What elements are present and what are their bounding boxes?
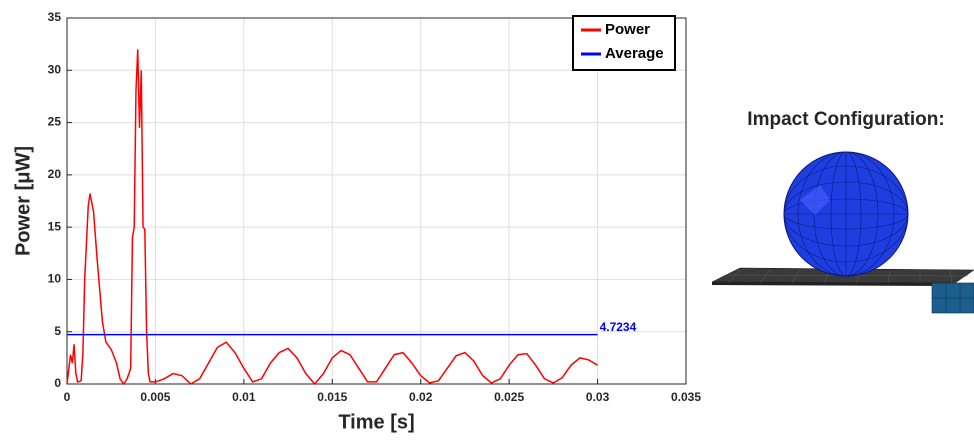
y-tick-label: 5 (54, 324, 61, 338)
y-axis-label: Power [μW] (12, 146, 34, 256)
x-tick-label: 0.015 (317, 390, 347, 404)
legend-label: Average (605, 45, 664, 62)
y-tick-label: 35 (48, 10, 62, 24)
y-tick-label: 30 (48, 62, 62, 76)
y-tick-label: 0 (54, 376, 61, 390)
plot-area (67, 18, 686, 384)
y-tick-label: 15 (48, 219, 62, 233)
y-tick-label: 20 (48, 167, 62, 181)
x-tick-label: 0.02 (409, 390, 433, 404)
y-tick-label: 10 (48, 272, 62, 286)
x-tick-label: 0.035 (671, 390, 701, 404)
x-tick-label: 0 (64, 390, 71, 404)
x-tick-label: 0.025 (494, 390, 524, 404)
y-tick-label: 25 (48, 115, 62, 129)
x-tick-label: 0.03 (586, 390, 610, 404)
legend-box (572, 15, 676, 71)
x-tick-label: 0.005 (140, 390, 170, 404)
value-label: 4.7234 (600, 320, 637, 334)
legend-label: Power (605, 21, 650, 38)
panel-title: Impact Configuration: (747, 109, 944, 130)
axes-box (66, 17, 687, 385)
impact-illustration (711, 151, 974, 314)
x-axis-label: Time [s] (338, 411, 414, 433)
x-tick-label: 0.01 (232, 390, 256, 404)
